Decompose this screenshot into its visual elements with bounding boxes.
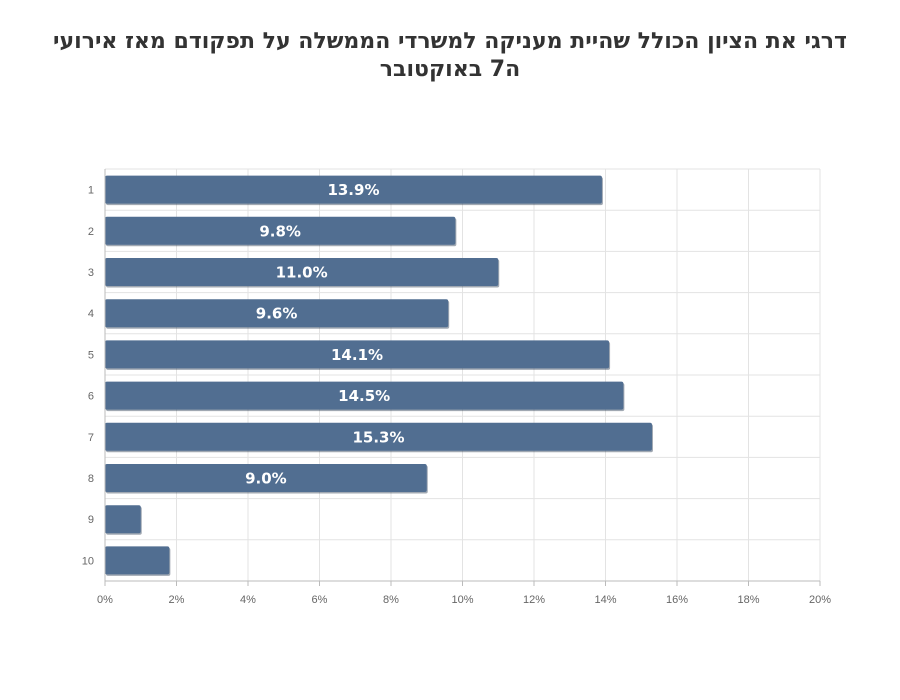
x-tick-label: 18% bbox=[737, 594, 759, 606]
x-tick-label: 12% bbox=[523, 594, 545, 606]
y-tick-label: 4 bbox=[88, 308, 94, 320]
data-label: 15.3% bbox=[352, 428, 404, 446]
y-tick-label: 10 bbox=[82, 555, 94, 567]
y-tick-label: 3 bbox=[88, 267, 94, 279]
bar bbox=[105, 216, 456, 245]
x-tick-label: 16% bbox=[666, 594, 688, 606]
y-tick-label: 7 bbox=[88, 432, 94, 444]
x-tick-label: 8% bbox=[383, 594, 399, 606]
data-label: 9.6% bbox=[256, 305, 298, 323]
data-label: 14.5% bbox=[338, 387, 390, 405]
y-tick-label: 2 bbox=[88, 226, 94, 238]
bar bbox=[105, 299, 449, 328]
bar bbox=[105, 258, 499, 286]
y-tick-label: 6 bbox=[88, 391, 94, 403]
bar bbox=[105, 340, 610, 369]
data-label: 11.0% bbox=[276, 264, 328, 282]
axes: 1 2 3 4 5 6 7 8 9 10 0% 2% 4% 6% 8% 10% 12% 14% 16% 18% 20% bbox=[82, 169, 831, 606]
data-label: 13.9% bbox=[327, 181, 379, 199]
y-tick-label: 1 bbox=[88, 185, 94, 197]
bar bbox=[105, 381, 624, 410]
data-label: 9.8% bbox=[259, 222, 301, 240]
y-tick-label: 9 bbox=[88, 514, 94, 526]
data-label: 14.1% bbox=[331, 346, 383, 364]
x-tick-label: 20% bbox=[809, 594, 831, 606]
y-tick-label: 5 bbox=[88, 349, 94, 361]
bar bbox=[105, 175, 602, 204]
bar bbox=[105, 464, 427, 492]
x-tick-label: 10% bbox=[451, 594, 473, 606]
bar bbox=[105, 422, 652, 451]
bar bbox=[105, 546, 170, 575]
y-tick-label: 8 bbox=[88, 473, 94, 485]
bar bbox=[105, 505, 141, 534]
data-label: 9.0% bbox=[245, 470, 287, 488]
x-tick-label: 0% bbox=[97, 594, 113, 606]
x-tick-label: 4% bbox=[240, 594, 256, 606]
bars: 13.9% 9.8% 11.0% 9.6% 14.1% 14.5% 15.3% 9.0% bbox=[105, 175, 653, 576]
x-tick-label: 6% bbox=[312, 594, 328, 606]
x-tick-label: 2% bbox=[169, 594, 185, 606]
chart-title: דרגי את הציון הכולל שהיית מעניקה למשרדי … bbox=[53, 29, 847, 82]
x-tick-label: 14% bbox=[594, 594, 616, 606]
